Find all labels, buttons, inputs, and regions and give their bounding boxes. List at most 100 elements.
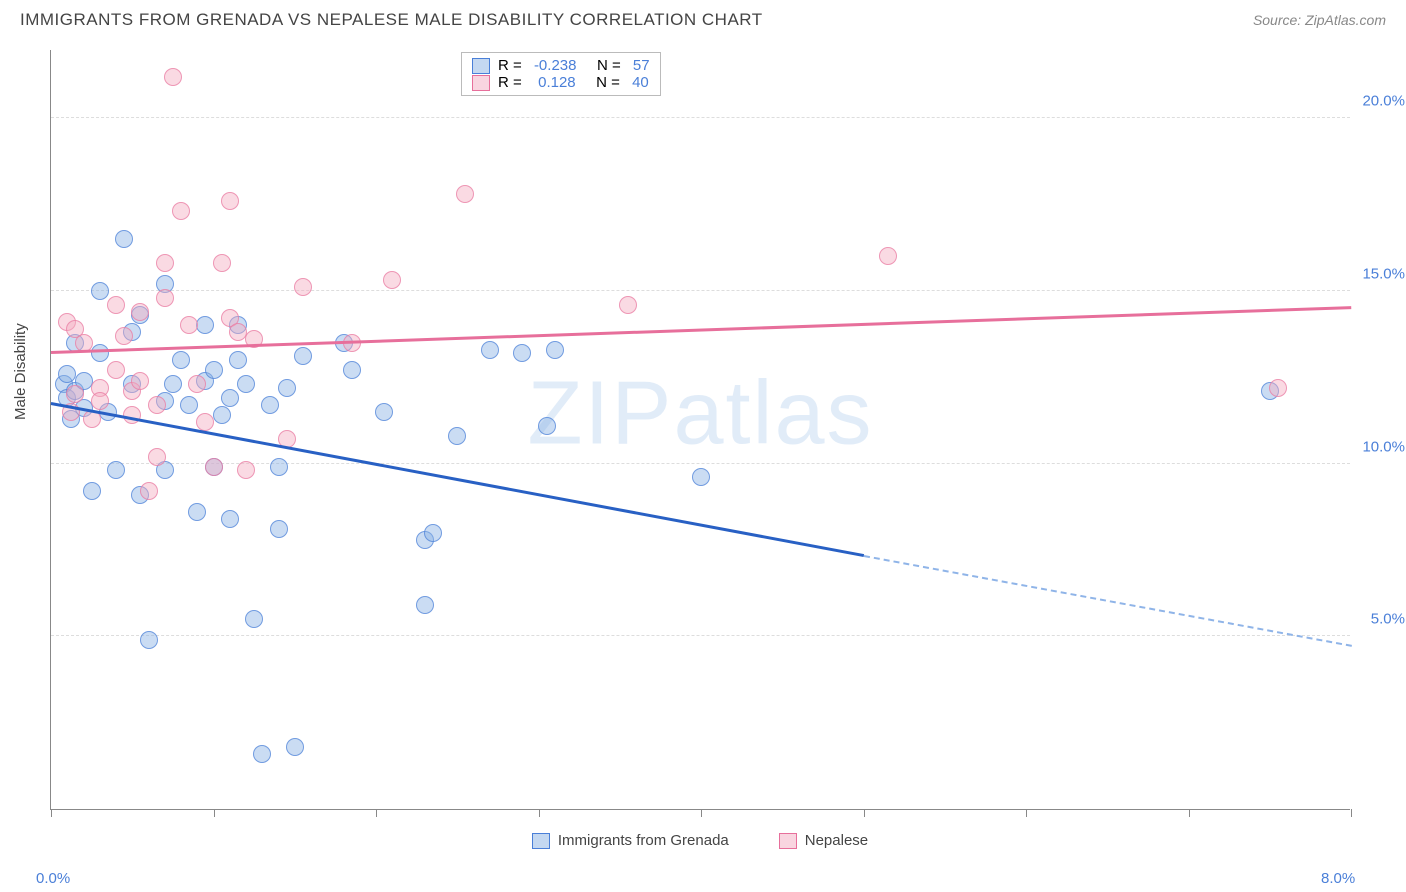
data-point bbox=[115, 230, 133, 248]
x-tick bbox=[1351, 809, 1352, 817]
data-point bbox=[692, 468, 710, 486]
data-point bbox=[164, 375, 182, 393]
y-tick-label: 5.0% bbox=[1371, 611, 1405, 628]
data-point bbox=[196, 316, 214, 334]
data-point bbox=[131, 372, 149, 390]
data-point bbox=[131, 303, 149, 321]
data-point bbox=[91, 282, 109, 300]
swatch-pink bbox=[779, 833, 797, 849]
data-point bbox=[148, 396, 166, 414]
gridline bbox=[51, 117, 1350, 118]
data-point bbox=[148, 448, 166, 466]
bottom-legend: Immigrants from Grenada Nepalese bbox=[50, 832, 1350, 849]
r-value-grenada: -0.238 bbox=[534, 57, 577, 74]
data-point bbox=[383, 271, 401, 289]
data-point bbox=[278, 379, 296, 397]
data-point bbox=[270, 458, 288, 476]
data-point bbox=[164, 68, 182, 86]
data-point bbox=[261, 396, 279, 414]
gridline bbox=[51, 635, 1350, 636]
data-point bbox=[107, 461, 125, 479]
data-point bbox=[619, 296, 637, 314]
x-tick bbox=[539, 809, 540, 817]
stats-legend: R = -0.238 N = 57 R = 0.128 N = 40 bbox=[461, 52, 661, 96]
swatch-blue bbox=[472, 58, 490, 74]
data-point bbox=[270, 520, 288, 538]
y-tick-label: 10.0% bbox=[1362, 438, 1405, 455]
data-point bbox=[546, 341, 564, 359]
data-point bbox=[229, 351, 247, 369]
data-point bbox=[107, 296, 125, 314]
data-point bbox=[188, 375, 206, 393]
data-point bbox=[343, 361, 361, 379]
data-point bbox=[237, 375, 255, 393]
data-point bbox=[221, 192, 239, 210]
scatter-chart: ZIPatlas R = -0.238 N = 57 R = 0.128 N =… bbox=[50, 50, 1350, 810]
data-point bbox=[879, 247, 897, 265]
data-point bbox=[91, 392, 109, 410]
data-point bbox=[538, 417, 556, 435]
data-point bbox=[253, 745, 271, 763]
source-attribution: Source: ZipAtlas.com bbox=[1253, 12, 1386, 28]
data-point bbox=[456, 185, 474, 203]
data-point bbox=[294, 347, 312, 365]
data-point bbox=[286, 738, 304, 756]
data-point bbox=[513, 344, 531, 362]
data-point bbox=[294, 278, 312, 296]
legend-row-grenada: R = -0.238 N = 57 bbox=[472, 57, 650, 74]
data-point bbox=[245, 610, 263, 628]
x-tick-label: 8.0% bbox=[1321, 870, 1355, 887]
data-point bbox=[91, 344, 109, 362]
y-axis-label: Male Disability bbox=[12, 323, 29, 420]
chart-title: IMMIGRANTS FROM GRENADA VS NEPALESE MALE… bbox=[20, 10, 763, 30]
data-point bbox=[213, 406, 231, 424]
gridline bbox=[51, 290, 1350, 291]
y-tick-label: 15.0% bbox=[1362, 265, 1405, 282]
data-point bbox=[205, 361, 223, 379]
x-tick bbox=[701, 809, 702, 817]
data-point bbox=[416, 596, 434, 614]
data-point bbox=[115, 327, 133, 345]
n-value-grenada: 57 bbox=[633, 57, 650, 74]
data-point bbox=[213, 254, 231, 272]
data-point bbox=[1269, 379, 1287, 397]
data-point bbox=[221, 389, 239, 407]
data-point bbox=[424, 524, 442, 542]
data-point bbox=[375, 403, 393, 421]
watermark: ZIPatlas bbox=[527, 363, 873, 466]
r-value-nepalese: 0.128 bbox=[538, 74, 576, 91]
data-point bbox=[180, 316, 198, 334]
x-tick bbox=[376, 809, 377, 817]
y-tick-label: 20.0% bbox=[1362, 93, 1405, 110]
legend-item-nepalese: Nepalese bbox=[779, 832, 868, 849]
n-value-nepalese: 40 bbox=[632, 74, 649, 91]
x-tick-label: 0.0% bbox=[36, 870, 70, 887]
data-point bbox=[205, 458, 223, 476]
data-point bbox=[140, 482, 158, 500]
x-tick bbox=[1026, 809, 1027, 817]
legend-row-nepalese: R = 0.128 N = 40 bbox=[472, 74, 650, 91]
data-point bbox=[140, 631, 158, 649]
trend-line-grenada bbox=[51, 402, 864, 556]
trend-line-grenada-ext bbox=[863, 555, 1351, 647]
legend-item-grenada: Immigrants from Grenada bbox=[532, 832, 729, 849]
data-point bbox=[172, 202, 190, 220]
data-point bbox=[196, 413, 214, 431]
data-point bbox=[66, 385, 84, 403]
data-point bbox=[156, 289, 174, 307]
data-point bbox=[156, 254, 174, 272]
data-point bbox=[188, 503, 206, 521]
swatch-pink bbox=[472, 75, 490, 91]
data-point bbox=[481, 341, 499, 359]
data-point bbox=[83, 482, 101, 500]
data-point bbox=[107, 361, 125, 379]
x-tick bbox=[864, 809, 865, 817]
data-point bbox=[221, 510, 239, 528]
data-point bbox=[448, 427, 466, 445]
x-tick bbox=[1189, 809, 1190, 817]
data-point bbox=[172, 351, 190, 369]
data-point bbox=[180, 396, 198, 414]
data-point bbox=[237, 461, 255, 479]
swatch-blue bbox=[532, 833, 550, 849]
x-tick bbox=[51, 809, 52, 817]
